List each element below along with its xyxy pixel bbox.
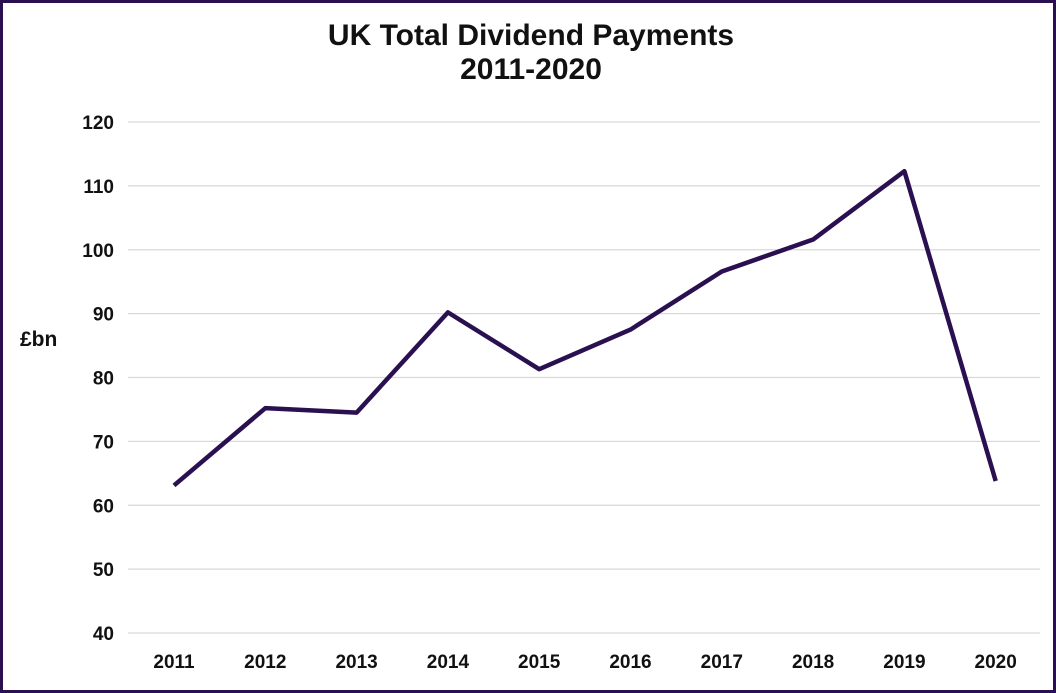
chart-title-block: UK Total Dividend Payments 2011-2020 (3, 19, 1056, 87)
x-axis-ticks: 2011 2012 2013 2014 2015 2016 2017 2018 2019 2020 (153, 652, 1016, 673)
x-tick-label: 2017 (701, 652, 743, 673)
x-tick-label: 2013 (335, 652, 377, 673)
chart-subtitle: 2011-2020 (460, 53, 602, 86)
y-tick-label: 50 (93, 560, 114, 581)
y-tick-label: 90 (93, 305, 114, 326)
y-tick-label: 110 (83, 177, 114, 198)
x-tick-label: 2016 (609, 652, 651, 673)
y-axis-ticks: 40 50 60 70 80 90 100 110 120 (82, 113, 114, 645)
series-group (172, 168, 998, 488)
x-tick-label: 2020 (975, 652, 1017, 673)
y-tick-label: 70 (93, 432, 114, 453)
x-tick-label: 2018 (792, 652, 834, 673)
x-tick-label: 2019 (883, 652, 925, 673)
y-tick-label: 40 (93, 624, 114, 645)
x-tick-label: 2015 (518, 652, 561, 673)
x-tick-label: 2014 (427, 652, 470, 673)
gridlines (128, 121, 1040, 634)
y-tick-label: 80 (93, 369, 114, 390)
y-tick-label: 120 (82, 113, 114, 134)
x-tick-label: 2011 (153, 652, 195, 673)
y-tick-label: 60 (93, 496, 114, 517)
x-tick-label: 2012 (244, 652, 286, 673)
series-line (172, 168, 998, 488)
y-axis-label: £bn (20, 328, 57, 351)
y-tick-label: 100 (82, 241, 114, 262)
chart-title: UK Total Dividend Payments (327, 19, 735, 52)
